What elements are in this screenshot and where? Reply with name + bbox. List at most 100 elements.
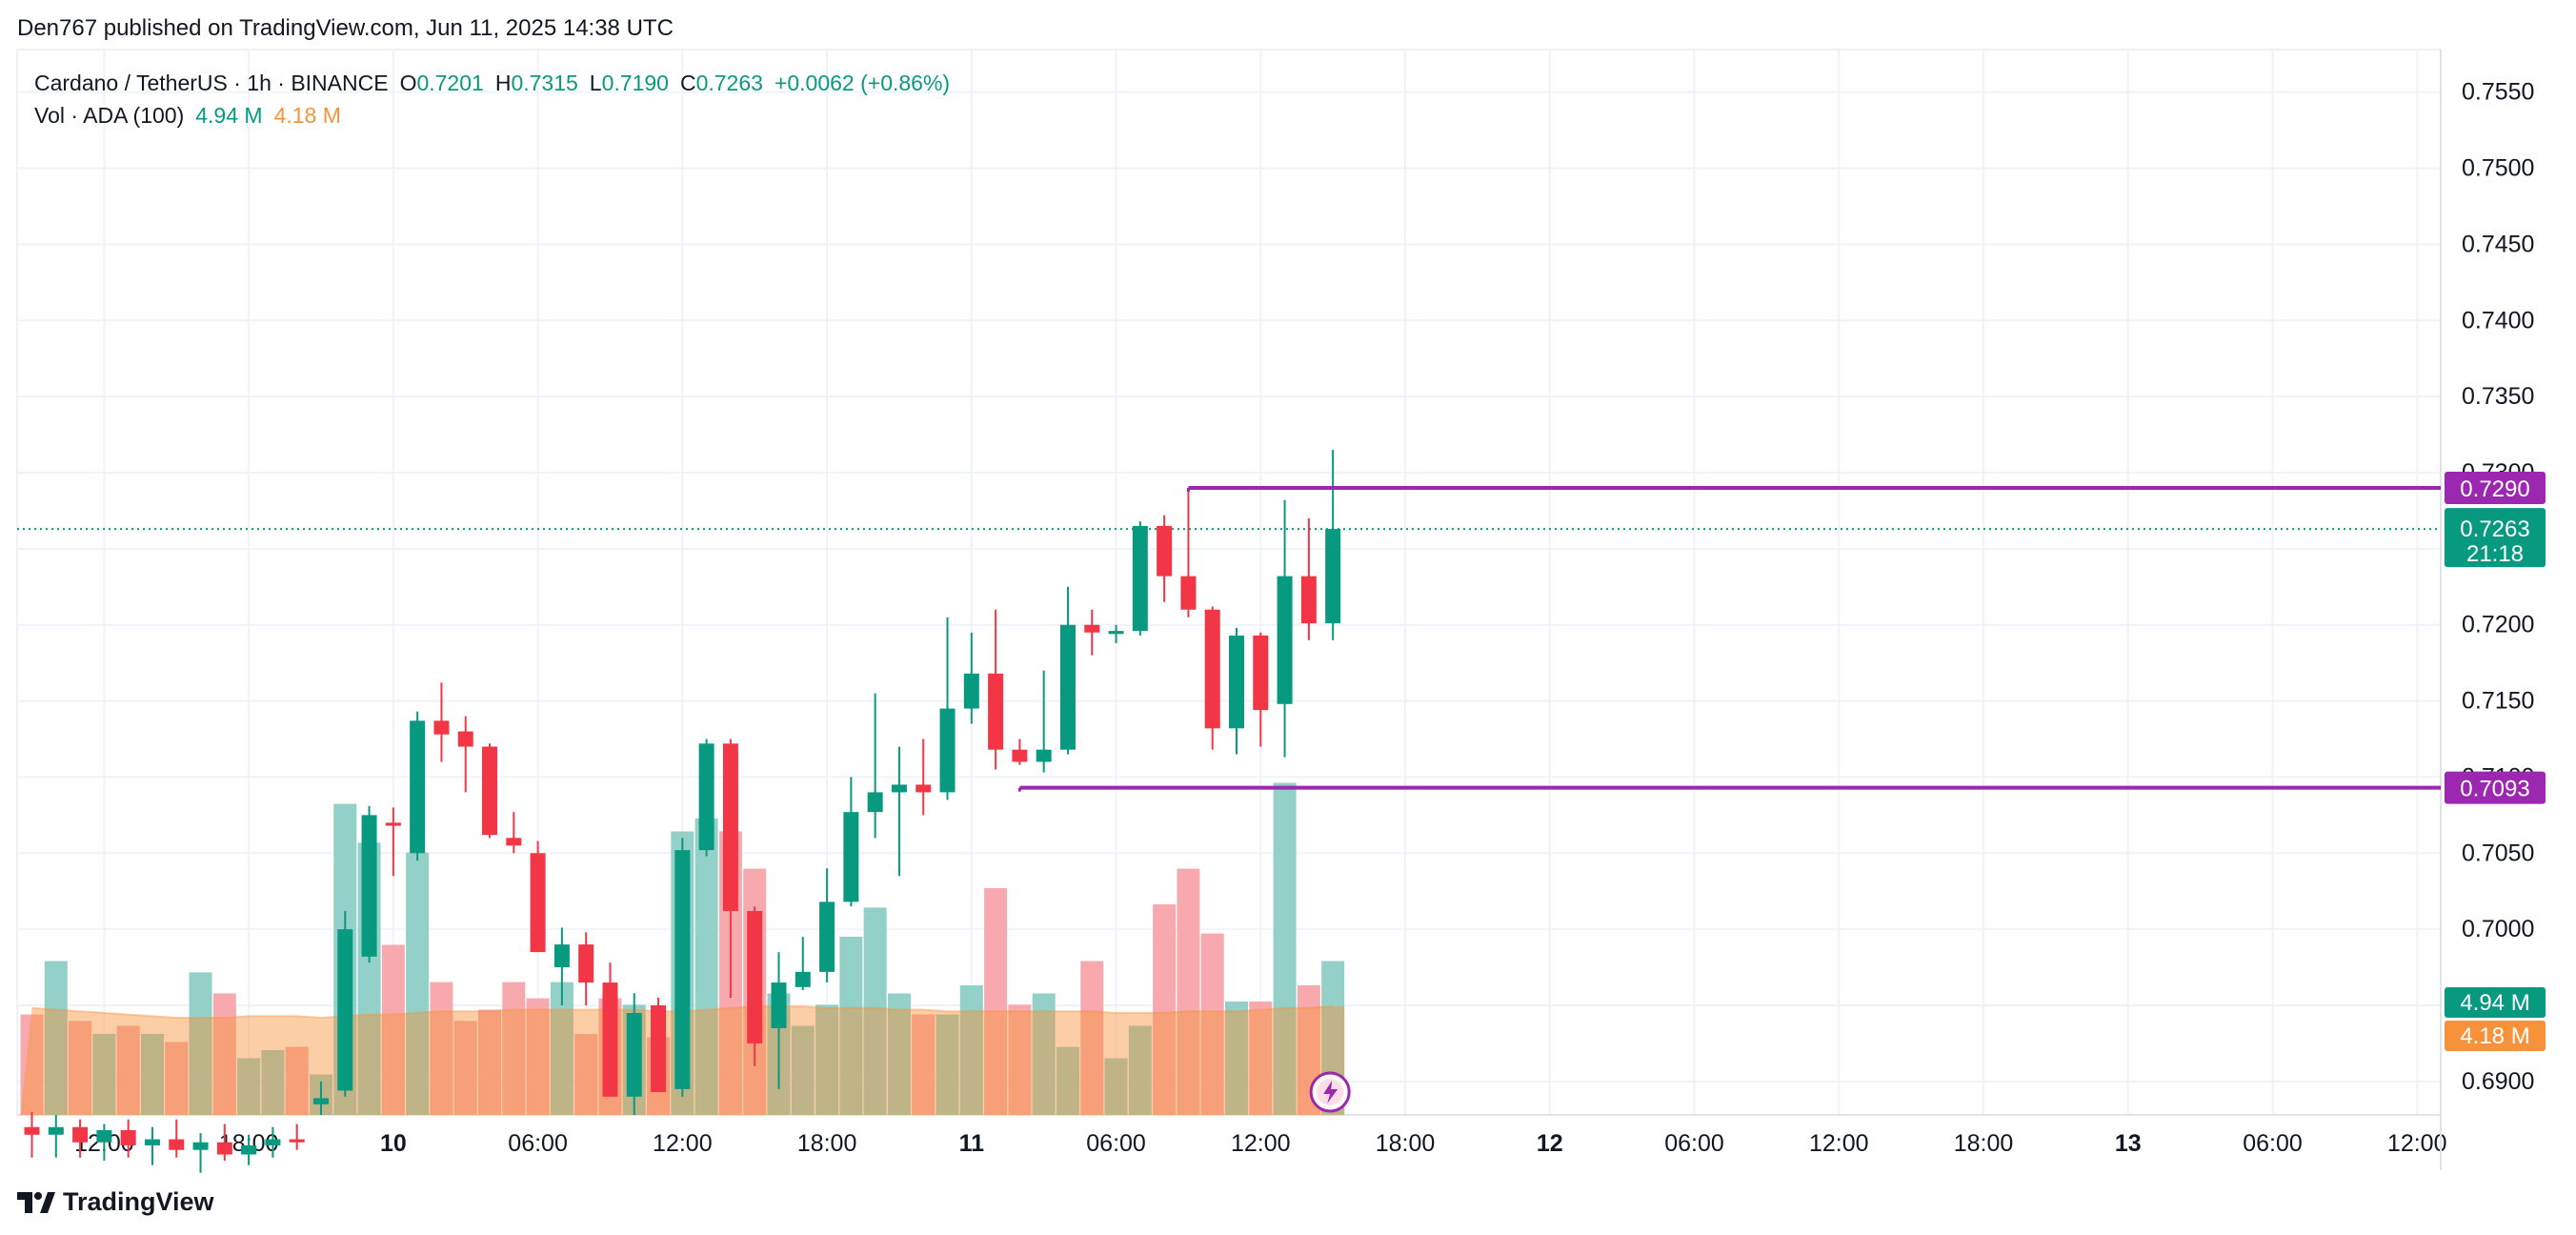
volume-bar (1200, 933, 1224, 1115)
candle-body (1012, 749, 1028, 762)
candle-body (1157, 525, 1173, 577)
time-tick-label: 12:00 (1809, 1130, 1869, 1157)
candle-body (1132, 525, 1148, 632)
volume-bar (261, 1050, 285, 1115)
volume-bar (912, 1014, 936, 1115)
time-tick-label: 11 (959, 1130, 985, 1157)
low-label: L (589, 71, 602, 95)
candle-body (602, 982, 618, 1097)
time-tick-label: 12 (1537, 1130, 1563, 1157)
volume-bar (189, 972, 212, 1115)
time-tick-label: 06:00 (1664, 1130, 1724, 1157)
price-tick-label: 0.7350 (2462, 383, 2534, 410)
volume-bar (526, 998, 550, 1115)
candle-body (1229, 635, 1244, 729)
candle-body (385, 822, 401, 826)
candle-body (771, 982, 787, 1028)
candle-body (578, 944, 594, 983)
volume-bar (20, 1014, 44, 1115)
volume-indicator-title[interactable]: Vol · ADA (100) (34, 103, 185, 128)
candle-body (1253, 635, 1269, 711)
volume-bar (381, 944, 405, 1115)
price-tick-label: 0.7050 (2462, 840, 2534, 866)
ohlc-legend-row: Cardano / TetherUS · 1h · BINANCE O 0.72… (34, 67, 950, 99)
candle-body (312, 1098, 329, 1104)
volume-bar (984, 888, 1008, 1115)
volume-bar (1056, 1046, 1079, 1115)
bar-countdown-label: 21:18 (2466, 541, 2524, 567)
candle-body (963, 673, 979, 709)
candle-body (482, 746, 498, 836)
candle-body (819, 901, 835, 972)
volume-bar (237, 1058, 261, 1115)
candle-body (361, 815, 377, 957)
volume-bar (406, 852, 430, 1115)
volume-bar (92, 1034, 116, 1115)
candle-body (939, 708, 956, 793)
volume-value: 4.94 M (195, 103, 263, 128)
candle-body (747, 910, 763, 1043)
tradingview-logo[interactable]: TradingView (17, 1187, 214, 1217)
volume-bar (1249, 1002, 1273, 1115)
close-label: C (679, 71, 696, 95)
candle-body (24, 1126, 40, 1135)
volume-legend-row: Vol · ADA (100) 4.94 M 4.18 M (34, 99, 950, 132)
last-price-label-bg (2445, 508, 2546, 568)
candle-body (457, 731, 473, 747)
volume-bar (478, 1009, 502, 1115)
price-tick-label: 0.7500 (2462, 155, 2534, 182)
change-value: +0.0062 (+0.86%) (774, 71, 951, 95)
price-tick-label: 0.7000 (2462, 916, 2534, 942)
level-price-label-bg (2445, 471, 2546, 504)
level-price-label: 0.7290 (2460, 476, 2529, 502)
candle-body (626, 1012, 642, 1097)
level-price-label: 0.7093 (2460, 777, 2529, 802)
candle-body (144, 1139, 160, 1145)
volume-bar (1008, 1004, 1032, 1115)
time-tick-label: 12:00 (2387, 1130, 2447, 1157)
candle-body (433, 720, 450, 735)
price-tick-label: 0.7450 (2462, 231, 2534, 257)
candle-body (48, 1126, 64, 1135)
volume-bar (453, 1021, 477, 1115)
candle-body (241, 1144, 257, 1155)
candle-body (674, 850, 691, 1089)
candle-body (506, 838, 522, 846)
candle-body (120, 1129, 136, 1145)
volume-bar (791, 1025, 815, 1115)
candle-body (916, 784, 932, 793)
volume-bar (959, 985, 983, 1115)
volume-bar (863, 907, 887, 1115)
candle-body (530, 853, 546, 953)
candle-body (1108, 631, 1124, 635)
chart-legend: Cardano / TetherUS · 1h · BINANCE O 0.72… (34, 67, 950, 132)
time-tick-label: 18:00 (797, 1130, 857, 1157)
volume-axis-label-bg (2445, 987, 2546, 1018)
candle-body (1204, 609, 1220, 729)
open-label: O (399, 71, 417, 95)
volume-bar (1177, 868, 1200, 1115)
candle-body (410, 720, 426, 854)
level-price-label-bg (2445, 771, 2546, 804)
candle-body (1277, 576, 1293, 704)
volume-bar (502, 982, 526, 1115)
close-value: 0.7263 (695, 71, 763, 95)
candle-body (867, 792, 883, 813)
volume-axis-label: 4.94 M (2460, 990, 2529, 1016)
lightning-icon[interactable] (1309, 1071, 1351, 1113)
volume-bar (1032, 993, 1056, 1115)
volume-bar (285, 1046, 309, 1115)
volume-ma-axis-label-bg (2445, 1021, 2546, 1051)
symbol-title[interactable]: Cardano / TetherUS · 1h · BINANCE (34, 71, 389, 95)
tradingview-logo-icon (17, 1191, 55, 1213)
volume-bar (1128, 1025, 1152, 1115)
candle-body (722, 743, 738, 911)
volume-bar (887, 993, 911, 1115)
time-tick-label: 10 (380, 1130, 407, 1157)
candle-body (1036, 749, 1052, 762)
volume-bar (815, 1004, 839, 1115)
candle-body (1300, 576, 1317, 624)
candle-body (265, 1139, 281, 1145)
volume-bar (1104, 1058, 1128, 1115)
